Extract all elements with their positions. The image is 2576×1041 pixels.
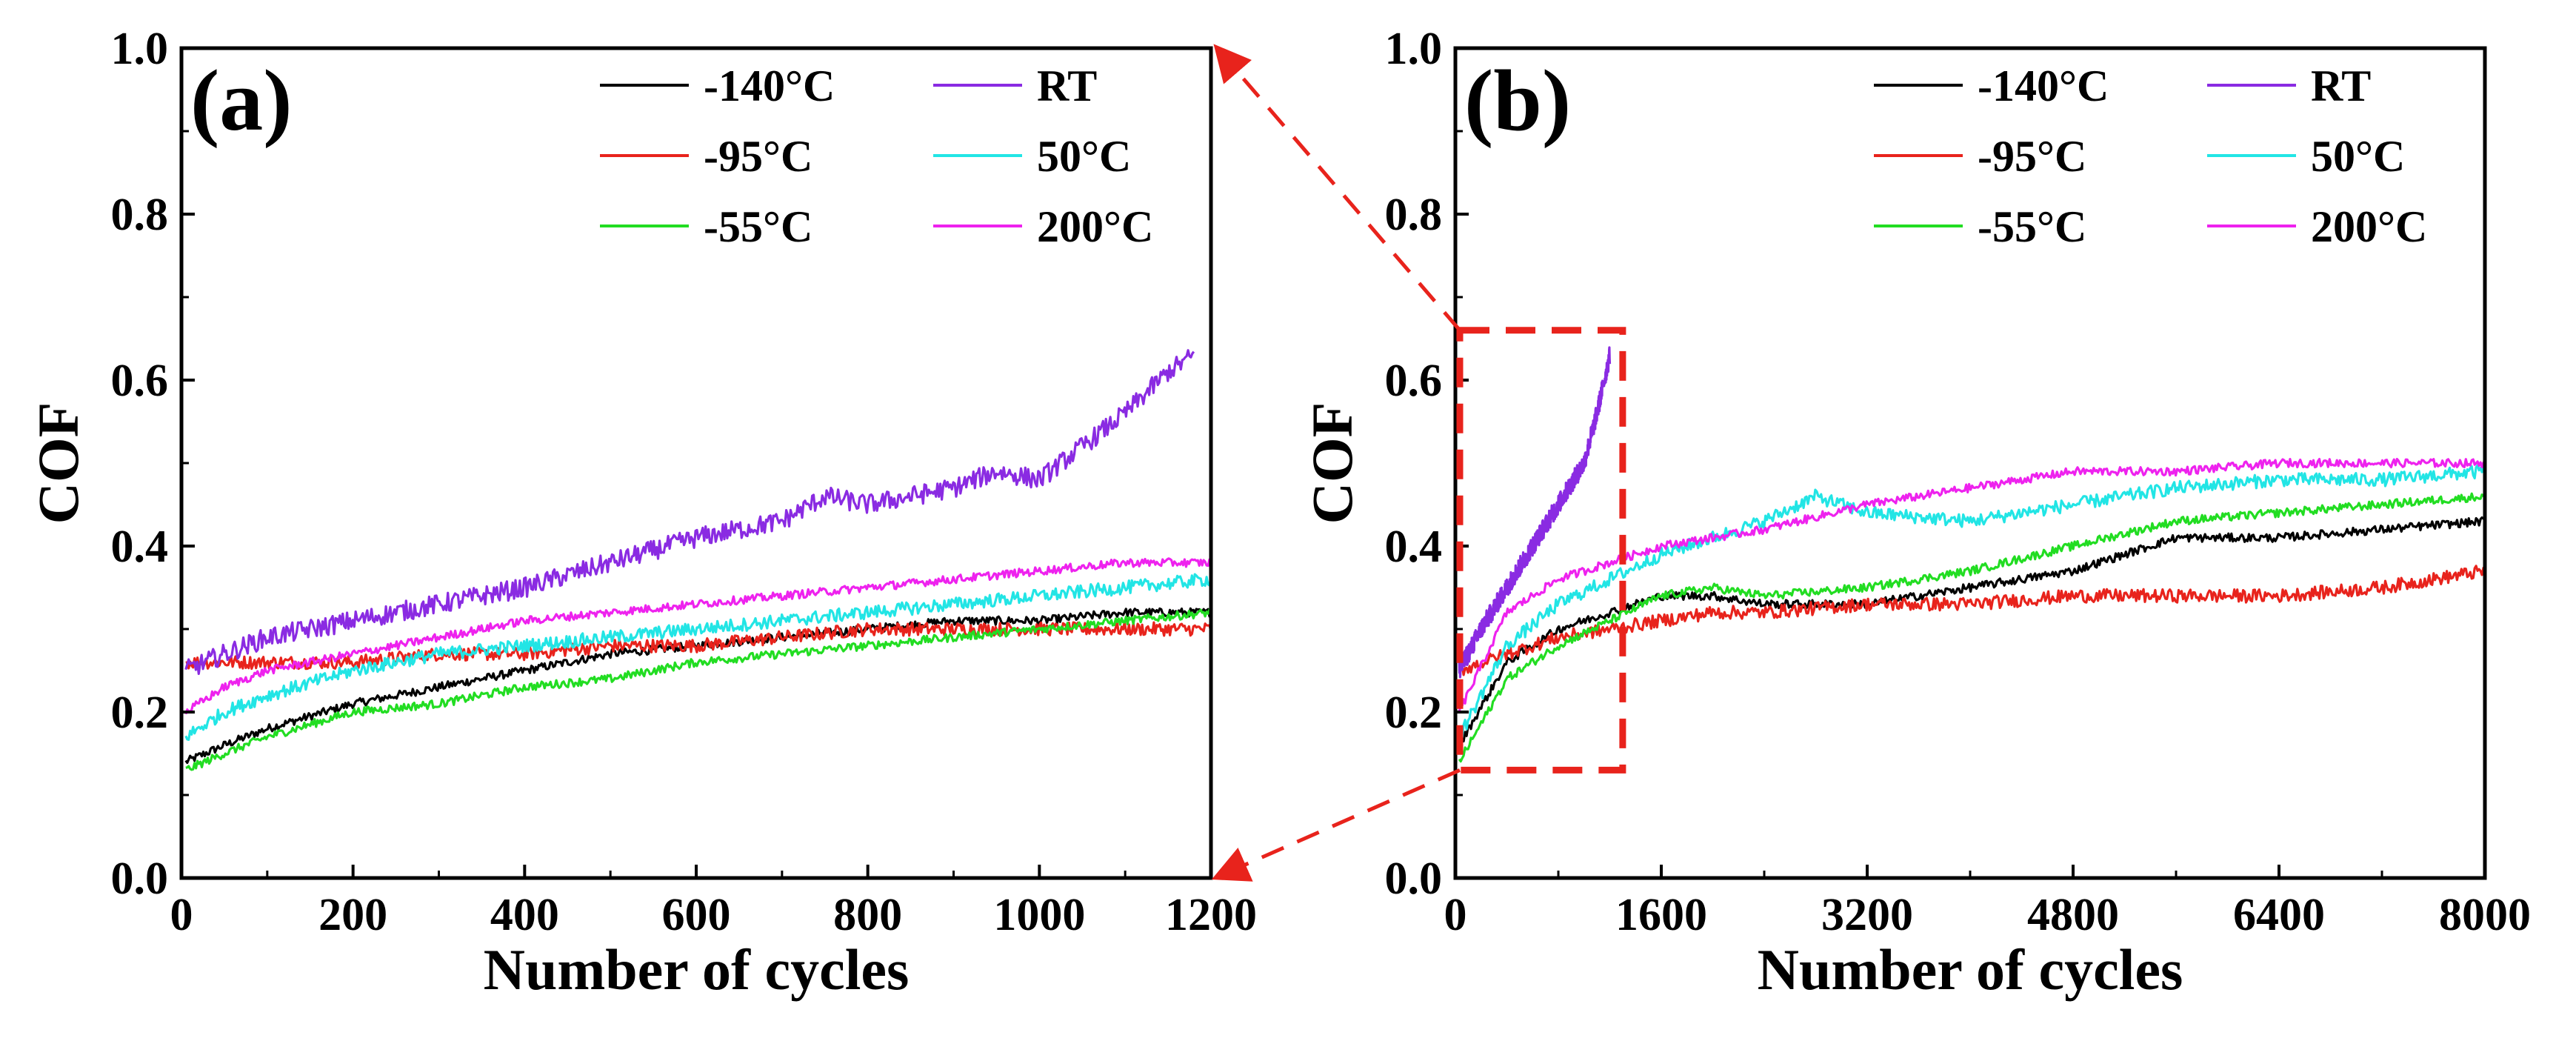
legend-label: -140°C xyxy=(704,61,835,110)
series-line--55c xyxy=(185,608,1211,771)
panel-label: (b) xyxy=(1464,52,1571,149)
series-line-50c xyxy=(184,573,1211,742)
series-line--140c xyxy=(184,607,1211,765)
legend: -140°C -95°C -55°C RT 50°C 200°C xyxy=(1874,61,2427,251)
panel-label: (a) xyxy=(190,52,293,149)
x-tick-label: 6400 xyxy=(2233,890,2325,940)
x-tick-label: 1200 xyxy=(1165,890,1257,940)
y-tick-label: 0.4 xyxy=(1385,522,1443,572)
y-tick-label: 1.0 xyxy=(111,24,169,74)
series-group xyxy=(1458,346,2485,763)
series-line-200c xyxy=(1458,457,2485,712)
series-line-200c xyxy=(184,557,1211,715)
zoom-box xyxy=(1456,327,1626,774)
legend-label: 200°C xyxy=(1037,202,1153,251)
zoom-connector-bottom xyxy=(1211,768,1461,882)
x-tick-label: 1600 xyxy=(1615,890,1707,940)
legend-label: -140°C xyxy=(1978,61,2109,110)
x-tick-label: 200 xyxy=(318,890,387,940)
panel-b: 0 1600 3200 4800 6400 8000 0.0 0.2 0.4 0.6 0.8 1.0 N… xyxy=(1300,24,2531,1002)
zoom-connectors xyxy=(1211,44,1461,882)
x-tick-label: 0 xyxy=(170,890,193,940)
y-tick-label: 0.6 xyxy=(1385,356,1443,406)
x-tick-label: 4800 xyxy=(2027,890,2119,940)
y-tick-label: 0.0 xyxy=(111,854,169,904)
legend-label: -55°C xyxy=(704,202,812,251)
x-axis-title: Number of cycles xyxy=(484,937,910,1002)
y-tick-label: 0.4 xyxy=(111,522,169,572)
y-tick-label: 1.0 xyxy=(1385,24,1443,74)
y-tick-label: 0.2 xyxy=(1385,688,1443,738)
y-axis-title: COF xyxy=(26,402,90,525)
series-group xyxy=(184,349,1211,771)
panel-a: 0 200 400 600 800 1000 1200 0.0 0.2 0.4 0.6 0.8 1.0 N… xyxy=(26,24,1257,1002)
x-tick-label: 800 xyxy=(833,890,902,940)
series-line-RT xyxy=(1458,346,1612,679)
x-tick-label: 1000 xyxy=(993,890,1085,940)
x-tick-label: 600 xyxy=(662,890,731,940)
series-line-RT xyxy=(184,349,1195,676)
x-axis-title: Number of cycles xyxy=(1758,937,2183,1002)
y-tick-label: 0.0 xyxy=(1385,854,1443,904)
legend-label: RT xyxy=(2311,61,2371,110)
x-tick-label: 400 xyxy=(490,890,559,940)
legend-label: 50°C xyxy=(2311,132,2405,181)
x-tick-label: 3200 xyxy=(1821,890,1913,940)
series-line--95c xyxy=(1458,565,2485,676)
y-tick-label: 0.8 xyxy=(1385,190,1443,240)
y-tick-label: 0.6 xyxy=(111,356,169,406)
legend-label: -95°C xyxy=(1978,132,2086,181)
series-line--55c xyxy=(1458,492,2485,763)
legend: -140°C -95°C -55°C RT 50°C 200°C xyxy=(600,61,1153,251)
x-tick-label: 8000 xyxy=(2439,890,2531,940)
zoom-connector-top xyxy=(1213,44,1461,332)
legend-label: -95°C xyxy=(704,132,812,181)
legend-label: 50°C xyxy=(1037,132,1131,181)
legend-label: RT xyxy=(1037,61,1097,110)
legend-label: 200°C xyxy=(2311,202,2427,251)
series-line--95c xyxy=(185,621,1211,671)
y-tick-label: 0.2 xyxy=(111,688,169,738)
series-line-50c xyxy=(1458,464,2485,739)
y-tick-label: 0.8 xyxy=(111,190,169,240)
y-axis-title: COF xyxy=(1300,402,1364,525)
series-line--140c xyxy=(1458,516,2485,748)
x-tick-label: 0 xyxy=(1444,890,1467,940)
legend-label: -55°C xyxy=(1978,202,2086,251)
